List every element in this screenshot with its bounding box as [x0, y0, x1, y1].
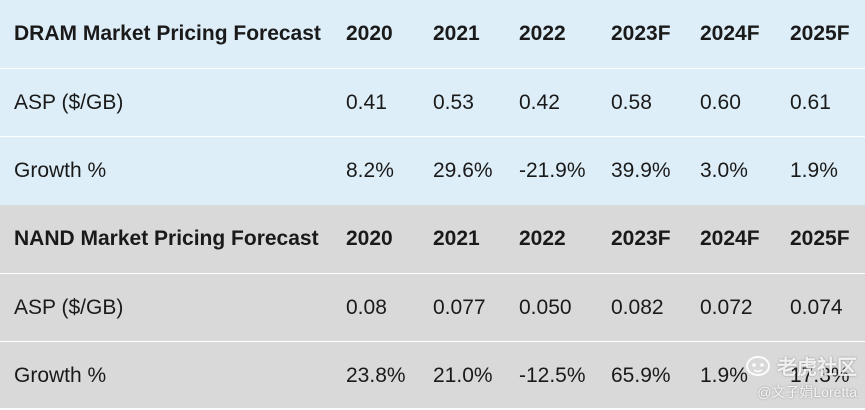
nand-asp-row: ASP ($/GB) 0.08 0.077 0.050 0.082 0.072 …	[0, 273, 865, 342]
dram-asp-2023f: 0.58	[611, 91, 652, 114]
dram-header-row: DRAM Market Pricing Forecast 2020 2021 2…	[0, 0, 865, 68]
nand-growth-2021: 21.0%	[433, 364, 493, 387]
nand-col-2025f: 2025F	[790, 227, 850, 250]
dram-asp-row: ASP ($/GB) 0.41 0.53 0.42 0.58 0.60 0.61	[0, 68, 865, 137]
nand-asp-2021: 0.077	[433, 296, 486, 319]
nand-growth-2023f: 65.9%	[611, 364, 671, 387]
dram-section: DRAM Market Pricing Forecast 2020 2021 2…	[0, 0, 865, 205]
dram-asp-label: ASP ($/GB)	[14, 91, 124, 114]
nand-growth-2020: 23.8%	[346, 364, 406, 387]
nand-header-row: NAND Market Pricing Forecast 2020 2021 2…	[0, 205, 865, 273]
nand-col-2021: 2021	[433, 227, 480, 250]
nand-growth-2025f: 17.3%	[790, 364, 850, 387]
nand-col-2022: 2022	[519, 227, 566, 250]
dram-asp-2020: 0.41	[346, 91, 387, 114]
nand-table-title: NAND Market Pricing Forecast	[14, 227, 319, 250]
dram-growth-2024f: 3.0%	[700, 159, 748, 182]
dram-growth-2025f: 1.9%	[790, 159, 838, 182]
dram-asp-2025f: 0.61	[790, 91, 831, 114]
nand-growth-2022: -12.5%	[519, 364, 586, 387]
tiger-logo-icon	[745, 355, 771, 377]
dram-col-2024f: 2024F	[700, 22, 760, 45]
watermark-brand: 老虎社区	[777, 357, 857, 379]
dram-col-2025f: 2025F	[790, 22, 850, 45]
watermark-author: @文子娟Loretta	[757, 384, 857, 400]
nand-asp-2024f: 0.072	[700, 296, 753, 319]
dram-table-title: DRAM Market Pricing Forecast	[14, 22, 321, 45]
dram-col-2020: 2020	[346, 22, 393, 45]
dram-col-2023f: 2023F	[611, 22, 671, 45]
dram-growth-label: Growth %	[14, 159, 107, 182]
nand-col-2023f: 2023F	[611, 227, 671, 250]
watermark-brand-row: 老虎社区	[745, 351, 857, 380]
nand-asp-2020: 0.08	[346, 296, 387, 319]
nand-asp-2025f: 0.074	[790, 296, 843, 319]
nand-growth-2024f: 1.9%	[700, 364, 748, 387]
nand-col-2024f: 2024F	[700, 227, 760, 250]
nand-asp-label: ASP ($/GB)	[14, 296, 124, 319]
dram-asp-2022: 0.42	[519, 91, 560, 114]
dram-growth-2021: 29.6%	[433, 159, 493, 182]
dram-asp-2021: 0.53	[433, 91, 474, 114]
dram-growth-2023f: 39.9%	[611, 159, 671, 182]
nand-section: NAND Market Pricing Forecast 2020 2021 2…	[0, 205, 865, 408]
nand-growth-row: Growth % 23.8% 21.0% -12.5% 65.9% 1.9% 1…	[0, 341, 865, 410]
dram-growth-2022: -21.9%	[519, 159, 586, 182]
nand-asp-2022: 0.050	[519, 296, 572, 319]
nand-asp-2023f: 0.082	[611, 296, 664, 319]
dram-growth-row: Growth % 8.2% 29.6% -21.9% 39.9% 3.0% 1.…	[0, 136, 865, 205]
dram-col-2021: 2021	[433, 22, 480, 45]
community-watermark: 老虎社区 @文子娟Loretta	[745, 351, 857, 402]
nand-col-2020: 2020	[346, 227, 393, 250]
dram-growth-2020: 8.2%	[346, 159, 394, 182]
nand-growth-label: Growth %	[14, 364, 107, 387]
dram-asp-2024f: 0.60	[700, 91, 741, 114]
dram-col-2022: 2022	[519, 22, 566, 45]
